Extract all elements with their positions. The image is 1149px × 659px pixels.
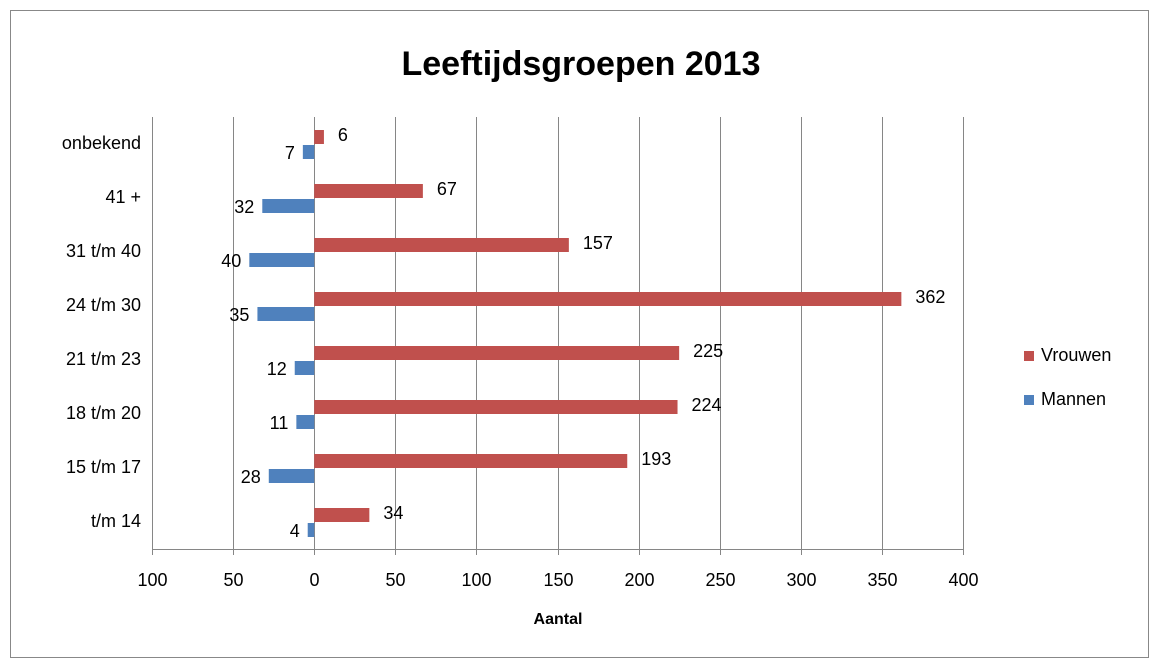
data-label: 157 [583,233,613,253]
data-label: 34 [383,503,403,523]
x-tick-label: 300 [786,570,816,590]
bar [314,508,370,522]
data-label: 6 [338,125,348,145]
x-tick-label: 0 [309,570,319,590]
bar [314,184,423,198]
y-tick-label: 15 t/m 17 [66,457,141,477]
data-label: 7 [285,143,295,163]
bar [257,307,315,321]
bar [268,469,315,483]
bar [307,523,315,537]
legend-label: Mannen [1041,389,1106,409]
bar [302,145,315,159]
data-label: 40 [221,251,241,271]
data-label: 28 [241,467,261,487]
y-tick-label: 41 + [105,187,141,207]
bar [294,361,315,375]
data-label: 67 [437,179,457,199]
x-tick-label: 400 [948,570,978,590]
chart-frame [10,10,1149,658]
x-tick-label: 150 [543,570,573,590]
y-tick-label: 18 t/m 20 [66,403,141,423]
data-label: 362 [915,287,945,307]
data-label: 193 [641,449,671,469]
bar [314,454,628,468]
x-tick-label: 100 [461,570,491,590]
y-tick-label: onbekend [62,133,141,153]
x-tick-label: 50 [223,570,243,590]
legend-swatch [1024,395,1034,405]
legend-swatch [1024,351,1034,361]
bar [262,199,315,213]
x-axis-title: Aantal [534,611,583,628]
bar [314,346,680,360]
bar [314,130,324,144]
data-label: 32 [234,197,254,217]
bar [314,292,902,306]
data-label: 11 [270,413,289,433]
data-label: 224 [692,395,722,415]
y-tick-label: 21 t/m 23 [66,349,141,369]
data-label: 4 [290,521,300,541]
data-label: 225 [693,341,723,361]
chart-title: Leeftijdsgroepen 2013 [401,45,760,83]
data-label: 12 [267,359,287,379]
x-tick-label: 50 [385,570,405,590]
bar [249,253,315,267]
y-tick-label: 24 t/m 30 [66,295,141,315]
bar [314,238,569,252]
bar [314,400,678,414]
x-tick-label: 200 [624,570,654,590]
x-tick-label: 250 [705,570,735,590]
x-tick-label: 100 [137,570,167,590]
bar [296,415,315,429]
x-tick-label: 350 [867,570,897,590]
y-tick-label: 31 t/m 40 [66,241,141,261]
y-tick-label: t/m 14 [91,511,141,531]
data-label: 35 [229,305,249,325]
legend-label: Vrouwen [1041,345,1111,365]
